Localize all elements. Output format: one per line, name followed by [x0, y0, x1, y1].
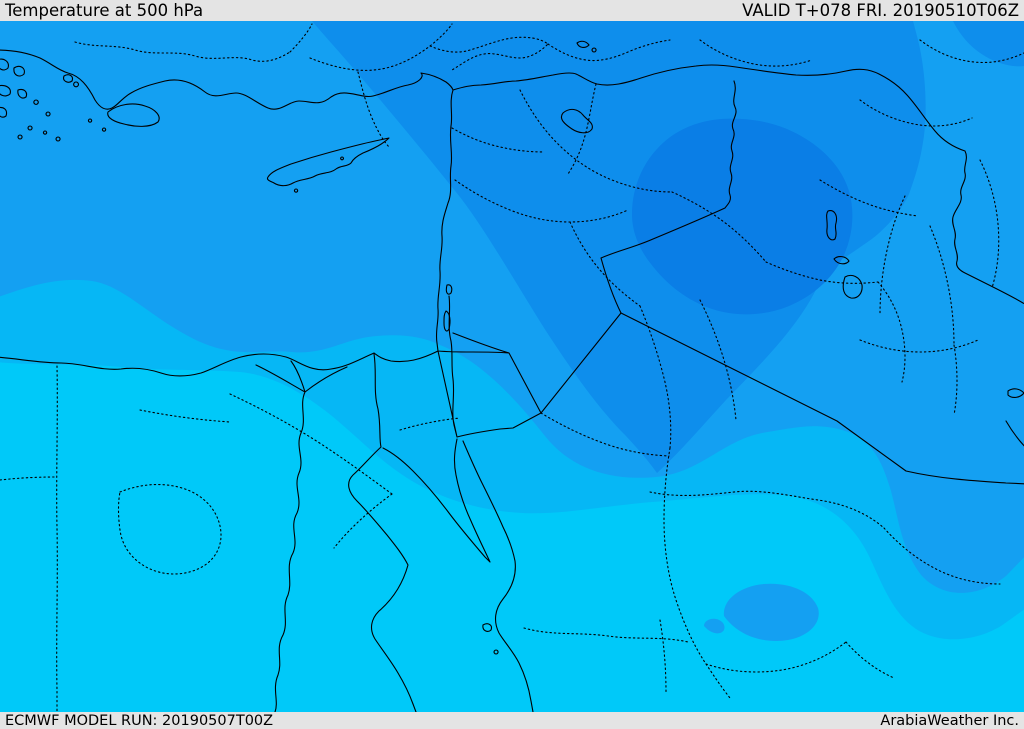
coastline-suez-sinai-redsea: [348, 353, 534, 712]
admin-boundaries-dotted: [0, 23, 1024, 712]
temperature-bands: [0, 21, 1024, 712]
model-run-label: ECMWF MODEL RUN: 20190507T00Z: [5, 712, 274, 729]
branding-label: ArabiaWeather Inc.: [880, 712, 1019, 729]
border-turkey-syria-iran: [452, 64, 1024, 305]
admin-boundary-network: [0, 23, 1024, 712]
river-nile: [255, 360, 348, 712]
border-jordan-israel-saudi-iraq: [437, 295, 1024, 485]
band-cold-1-region-ne-corner: [953, 21, 1024, 67]
border-syria-iraq: [600, 80, 737, 314]
header-bar: Temperature at 500 hPa VALID T+078 FRI. …: [0, 0, 1024, 21]
lakes-galilee-deadsea: [443, 284, 453, 332]
coastline-aegean-turkey: [0, 49, 454, 110]
map-canvas: [0, 21, 1024, 712]
map-title: Temperature at 500 hPa: [5, 1, 204, 20]
band-base-blob-southeast: [704, 583, 819, 641]
coastline-cyprus: [266, 137, 390, 193]
band-cold-2-core: [632, 118, 853, 315]
lakes-syria-turkey: [560, 40, 597, 134]
valid-time-label: VALID T+078 FRI. 20190510T06Z: [742, 1, 1019, 20]
coastline-greek-islands: [0, 58, 160, 142]
lakes-iraq: [826, 210, 1024, 398]
coastline-levant-egypt: [0, 89, 454, 377]
coastlines-and-borders: [0, 40, 1024, 712]
temperature-map-svg: [0, 21, 1024, 712]
footer-bar: ECMWF MODEL RUN: 20190507T00Z ArabiaWeat…: [0, 712, 1024, 729]
